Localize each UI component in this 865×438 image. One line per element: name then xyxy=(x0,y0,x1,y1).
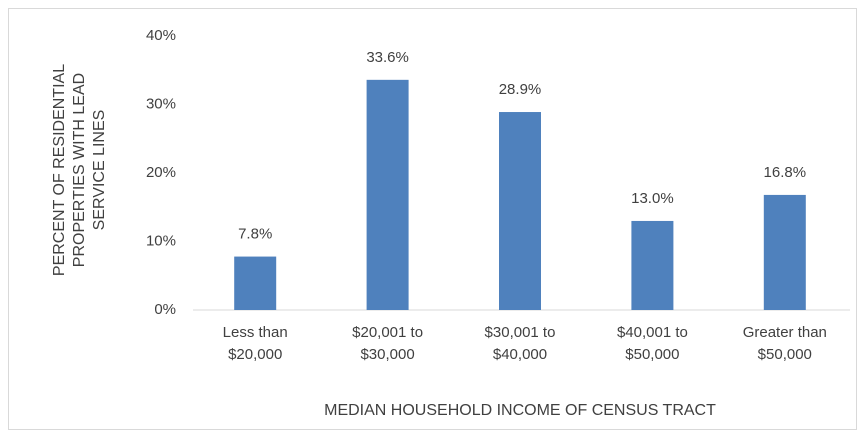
data-label: 16.8% xyxy=(764,164,807,181)
x-tick-label: $20,001 to $30,000 xyxy=(352,324,424,363)
x-tick-label: Greater than $50,000 xyxy=(742,324,827,363)
bar xyxy=(631,220,674,310)
y-tick-label: 20% xyxy=(146,164,176,181)
y-tick-label: 40% xyxy=(146,27,176,44)
bar xyxy=(499,112,541,310)
bar xyxy=(234,256,277,310)
y-axis-label: PERCENT OF RESIDENTIAL PROPERTIES WITH L… xyxy=(51,63,108,277)
bar xyxy=(366,79,409,310)
y-tick-label: 30% xyxy=(146,95,176,112)
y-tick-label: 10% xyxy=(146,232,176,249)
x-tick-label: $30,001 to $40,000 xyxy=(484,324,556,363)
bar xyxy=(763,194,806,310)
x-axis-label: MEDIAN HOUSEHOLD INCOME OF CENSUS TRACT xyxy=(324,402,716,419)
x-tick-label: $40,001 to $50,000 xyxy=(616,324,688,363)
data-label: 28.9% xyxy=(499,81,542,98)
data-label: 13.0% xyxy=(631,190,674,207)
x-tick-label: Less than $20,000 xyxy=(222,324,288,363)
chart-frame xyxy=(8,8,857,430)
data-label: 33.6% xyxy=(366,49,409,66)
y-tick-label: 0% xyxy=(154,301,176,318)
data-label: 7.8% xyxy=(238,226,272,243)
